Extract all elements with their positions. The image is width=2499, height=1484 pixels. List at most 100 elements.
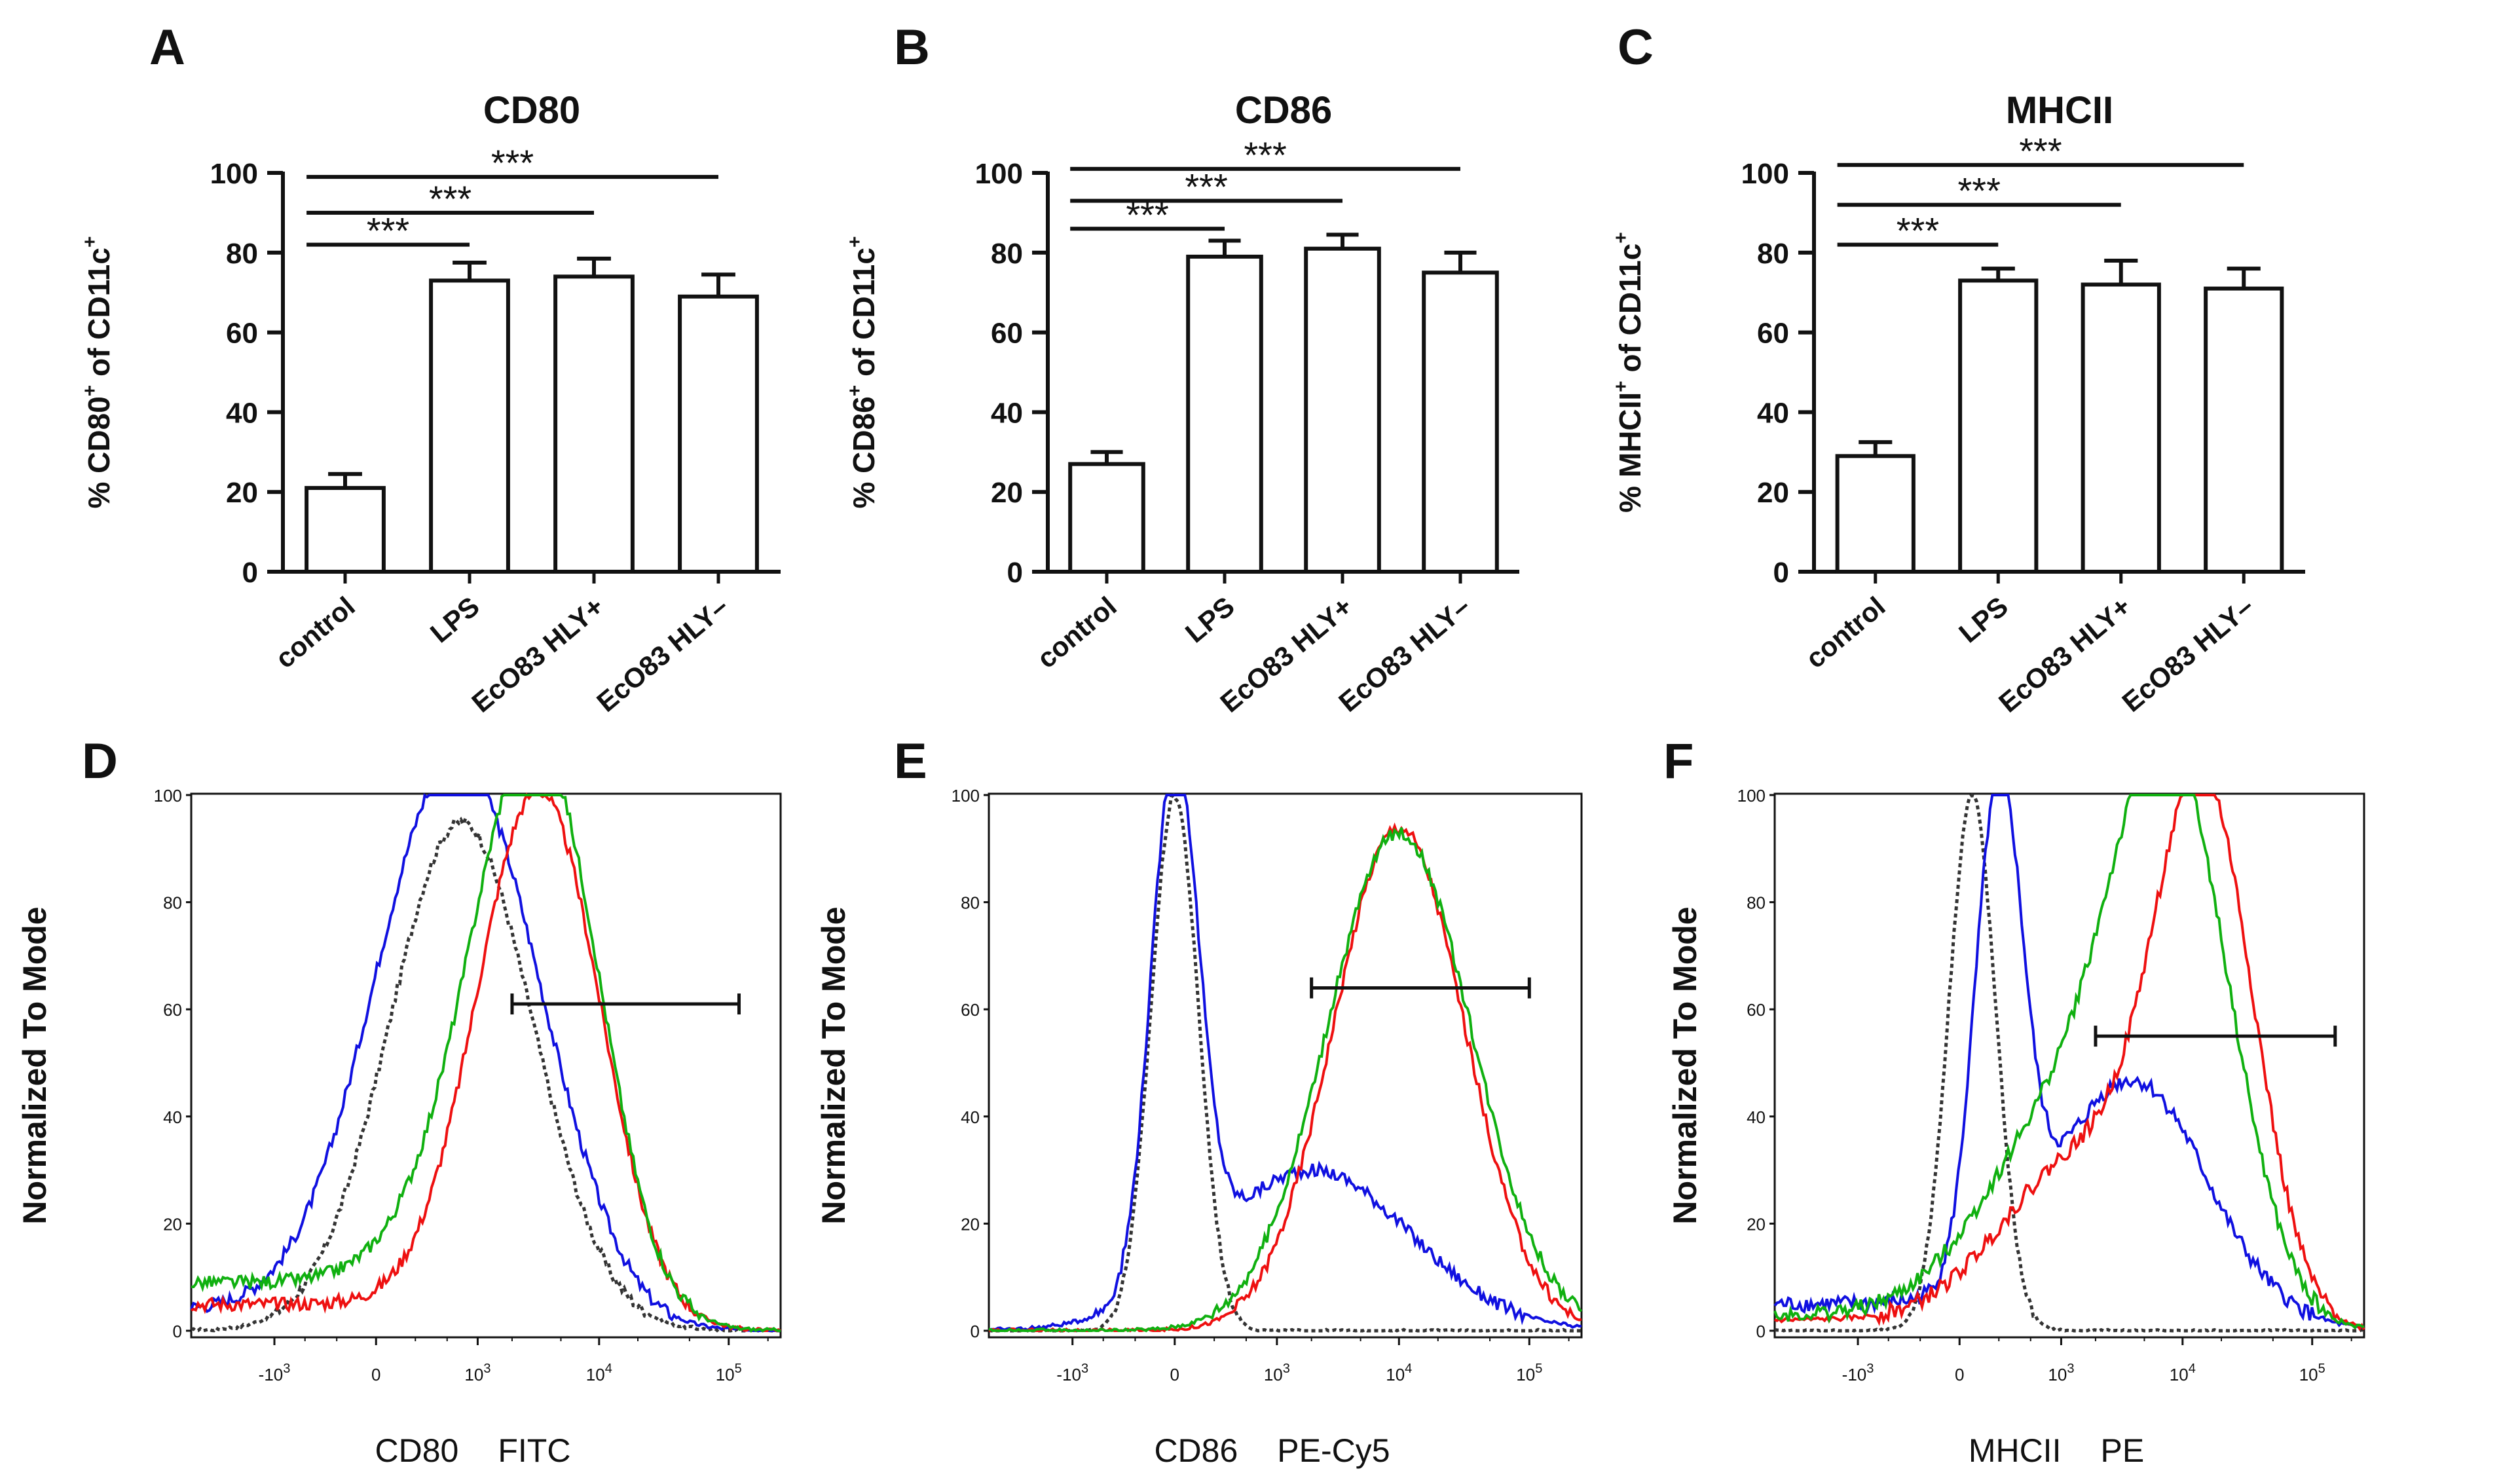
category-label-control: control xyxy=(1800,591,1891,674)
histogram-control xyxy=(988,794,1582,1333)
bar-eco83-hly xyxy=(2081,282,2161,574)
x-tick-label: 103 xyxy=(2048,1362,2074,1384)
category-label-eco83-hly: EcO83 HLY– xyxy=(2116,591,2259,718)
y-tick-label: 0 xyxy=(242,557,258,589)
x-axis-label: CD80 FITC xyxy=(375,1432,571,1469)
y-axis-label: Normalized To Mode xyxy=(815,906,852,1224)
plot-frame xyxy=(1773,792,2365,1339)
x-tick-label: 104 xyxy=(2170,1362,2196,1384)
histogram-eco83-hly xyxy=(191,794,781,1333)
chart-title: CD86 xyxy=(1235,89,1332,132)
y-tick-label: 100 xyxy=(1741,158,1789,190)
bar-lps xyxy=(1958,278,2039,574)
bar-eco83-hly xyxy=(1304,246,1381,574)
y-tick-label: 100 xyxy=(154,786,182,806)
significance-label: *** xyxy=(367,210,409,251)
y-tick-label: 40 xyxy=(163,1107,182,1127)
plot-frame xyxy=(190,792,782,1339)
bar-chart-cd86: CD86 % CD86+ of CD11c+ 0 20 40 60 80 100 control… xyxy=(844,89,1519,718)
y-tick-label: 80 xyxy=(961,893,980,913)
y-tick-label: 40 xyxy=(961,1107,980,1127)
x-tick-label: 104 xyxy=(586,1362,612,1384)
significance-label: *** xyxy=(2019,130,2062,172)
x-axis-label: MHCII PE xyxy=(1969,1432,2144,1469)
y-tick-label: 20 xyxy=(1757,477,1789,509)
histogram-mhcii-pe: 0 20 40 60 80 100 -103 0 103 104 105 Normalized To … xyxy=(1667,786,2365,1469)
y-tick-label: 60 xyxy=(1747,1000,1766,1020)
bar-lps xyxy=(429,278,510,574)
x-tick-label: 103 xyxy=(1264,1362,1290,1384)
x-tick-label: 105 xyxy=(716,1362,742,1384)
y-tick-label: 40 xyxy=(226,397,258,429)
y-tick-label: 0 xyxy=(173,1322,182,1341)
significance-label: *** xyxy=(1185,166,1227,208)
x-tick-label: 104 xyxy=(1386,1362,1412,1384)
y-tick-label: 80 xyxy=(991,238,1023,270)
y-tick-label: 20 xyxy=(1747,1214,1766,1234)
y-tick-label: 0 xyxy=(1756,1322,1766,1341)
bar-control xyxy=(305,486,386,574)
histogram-eco83-hly xyxy=(1773,794,2365,1330)
y-tick-label: 0 xyxy=(971,1322,980,1341)
significance-label: *** xyxy=(491,142,534,183)
bar-chart-cd80: CD80 % CD80+ of CD11c+ 0 20 40 60 80 100 control… xyxy=(79,89,781,718)
histogram-eco83-hly xyxy=(988,827,1583,1333)
y-tick-label: 60 xyxy=(226,318,258,350)
category-label-eco83-hly: EcO83 HLY– xyxy=(591,591,734,718)
y-tick-label: 20 xyxy=(991,477,1023,509)
y-tick-label: 80 xyxy=(1757,238,1789,270)
x-axis-label: CD86 PE-Cy5 xyxy=(1154,1432,1390,1469)
panel-letter-b: B xyxy=(894,20,930,75)
y-tick-label: 80 xyxy=(1747,893,1766,913)
histogram-isotype xyxy=(191,815,781,1333)
histogram-eco83-hly xyxy=(191,792,781,1333)
bar-control xyxy=(1068,462,1145,574)
x-tick-label: -103 xyxy=(1056,1362,1088,1384)
category-label-eco83-hly: EcO83 HLY+ xyxy=(466,591,610,718)
y-tick-label: 40 xyxy=(1757,397,1789,429)
y-tick-label: 100 xyxy=(1737,786,1766,806)
y-tick-label: 20 xyxy=(226,477,258,509)
bar-eco83-hly xyxy=(678,294,759,574)
chart-title: CD80 xyxy=(483,89,580,132)
histogram-cd86-pecy5: 0 20 40 60 80 100 -103 0 103 104 105 Normalized To … xyxy=(815,786,1583,1469)
category-label-control: control xyxy=(270,591,361,674)
significance-label: *** xyxy=(1897,210,1939,251)
category-label-lps: LPS xyxy=(424,591,485,649)
y-tick-label: 60 xyxy=(991,318,1023,350)
histogram-eco83-hly xyxy=(988,822,1582,1333)
y-tick-label: 60 xyxy=(1757,318,1789,350)
y-tick-label: 100 xyxy=(210,158,258,190)
y-axis-label: Normalized To Mode xyxy=(16,906,53,1224)
panel-letter-d: D xyxy=(82,733,118,789)
y-axis-label: % CD86+ of CD11c+ xyxy=(844,236,881,509)
y-axis-label: % CD80+ of CD11c+ xyxy=(79,236,116,509)
panel-letter-c: C xyxy=(1618,20,1654,75)
bar-lps xyxy=(1186,254,1263,574)
histogram-eco83-hly xyxy=(1774,794,2365,1331)
y-tick-label: 20 xyxy=(961,1214,980,1234)
y-tick-label: 40 xyxy=(1747,1107,1766,1127)
x-tick-label: 105 xyxy=(1516,1362,1542,1384)
y-tick-label: 100 xyxy=(952,786,980,806)
y-tick-label: 0 xyxy=(1007,557,1023,589)
significance-label: *** xyxy=(429,178,472,219)
x-tick-label: -103 xyxy=(259,1362,291,1384)
bar-eco83-hly xyxy=(553,274,635,574)
y-tick-label: 100 xyxy=(975,158,1023,190)
y-tick-label: 60 xyxy=(961,1000,980,1020)
significance-label: *** xyxy=(1957,170,2000,212)
plot-frame xyxy=(988,792,1583,1339)
panel-letter-f: F xyxy=(1663,733,1694,789)
x-tick-label: 0 xyxy=(1955,1365,1964,1384)
category-label-lps: LPS xyxy=(1179,591,1240,649)
x-tick-label: 105 xyxy=(2299,1362,2325,1384)
histogram-isotype xyxy=(988,792,1582,1333)
histogram-control xyxy=(190,793,781,1333)
chart-title: MHCII xyxy=(2006,89,2113,132)
significance-label: *** xyxy=(1244,134,1286,176)
y-axis-label: Normalized To Mode xyxy=(1667,906,1703,1224)
y-tick-label: 0 xyxy=(1773,557,1789,589)
y-tick-label: 40 xyxy=(991,397,1023,429)
